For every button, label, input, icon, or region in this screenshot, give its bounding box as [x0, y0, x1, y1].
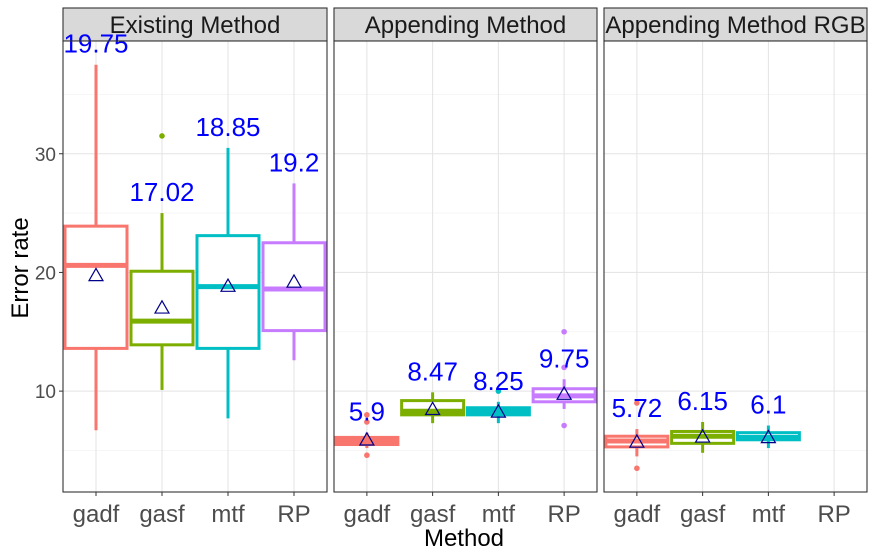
mean-label: 18.85 [195, 112, 260, 142]
x-tick-label: gasf [410, 501, 456, 528]
panel-border [62, 40, 328, 493]
outlier-point [561, 364, 567, 371]
mean-label: 17.02 [129, 177, 194, 207]
box-iqr [195, 234, 261, 350]
mean-marker [556, 385, 573, 400]
x-tick-label: mtf [211, 501, 245, 528]
mean-label: 19.2 [269, 147, 320, 177]
outlier-point [364, 452, 370, 459]
box-RP: 9.75 [531, 328, 597, 429]
y-axis-title: Error rate [7, 217, 34, 318]
x-tick-label: gadf [344, 501, 391, 528]
x-tick-label: mtf [752, 501, 786, 528]
x-tick-label: mtf [482, 501, 516, 528]
panel-background [334, 41, 597, 492]
panel-1: Appending Method 5.9 8.47 8.25 9.75 gadf gasf m… [333, 7, 598, 528]
x-tick-label: gadf [73, 501, 120, 528]
x-tick-label: RP [277, 501, 310, 528]
box-gasf: 8.47 [400, 356, 466, 424]
outlier-point [495, 388, 502, 394]
x-tick-label: gasf [680, 501, 726, 528]
panel-background [604, 41, 867, 492]
panel-strip [62, 7, 328, 42]
box-iqr [63, 224, 129, 350]
mean-marker [358, 431, 375, 446]
outlier-point [634, 400, 640, 406]
panel-strip-label: Appending Method [365, 12, 567, 39]
panel-border [333, 40, 598, 493]
box-RP: 19.2 [261, 147, 327, 361]
x-tick-label: gasf [139, 501, 185, 528]
box-gadf: 5.72 [604, 393, 670, 472]
mean-label: 5.72 [612, 393, 663, 423]
box-mtf: 18.85 [195, 112, 261, 419]
panel-strip [333, 7, 598, 42]
box-gasf: 6.15 [670, 386, 736, 453]
box-gasf: 17.02 [129, 133, 195, 390]
box-gadf: 19.75 [63, 29, 129, 431]
y-tick-label: 30 [35, 145, 56, 166]
mean-marker [628, 433, 645, 448]
outlier-point [159, 133, 165, 139]
panel-strip-label: Appending Method RGB [605, 12, 865, 39]
mean-marker [694, 428, 711, 443]
box-gadf: 5.9 [334, 397, 400, 459]
mean-label: 8.47 [407, 356, 458, 386]
outlier-point [364, 412, 370, 418]
x-tick-label: RP [547, 501, 580, 528]
box-mtf: 6.1 [735, 390, 801, 449]
panel-strip-label: Existing Method [110, 12, 281, 39]
mean-label: 9.75 [539, 343, 590, 373]
mean-label: 5.9 [349, 397, 385, 427]
mean-label: 8.25 [473, 366, 524, 396]
outlier-point [561, 328, 567, 335]
panel-2: Appending Method RGB 5.72 6.15 6.1 gadf gasf m… [603, 7, 868, 528]
mean-marker [424, 401, 441, 416]
outlier-point [364, 419, 370, 425]
y-tick-label: 20 [35, 263, 56, 284]
mean-label: 6.1 [750, 390, 786, 420]
x-axis-title: Method [424, 525, 504, 552]
box-mtf: 8.25 [465, 366, 531, 424]
mean-marker [87, 267, 105, 282]
mean-marker [153, 299, 171, 314]
mean-marker [285, 273, 303, 288]
box-iqr [129, 269, 195, 347]
panel-strip [603, 7, 868, 42]
mean-marker [760, 429, 777, 444]
outlier-point [634, 465, 640, 472]
panel-border [603, 40, 868, 493]
mean-label: 6.15 [677, 386, 728, 416]
y-tick-label: 10 [35, 382, 56, 403]
x-tick-label: gadf [614, 501, 661, 528]
outlier-point [561, 422, 567, 429]
x-tick-label: RP [817, 501, 850, 528]
mean-marker [490, 403, 507, 418]
mean-marker [219, 277, 237, 292]
mean-label: 19.75 [63, 29, 128, 59]
